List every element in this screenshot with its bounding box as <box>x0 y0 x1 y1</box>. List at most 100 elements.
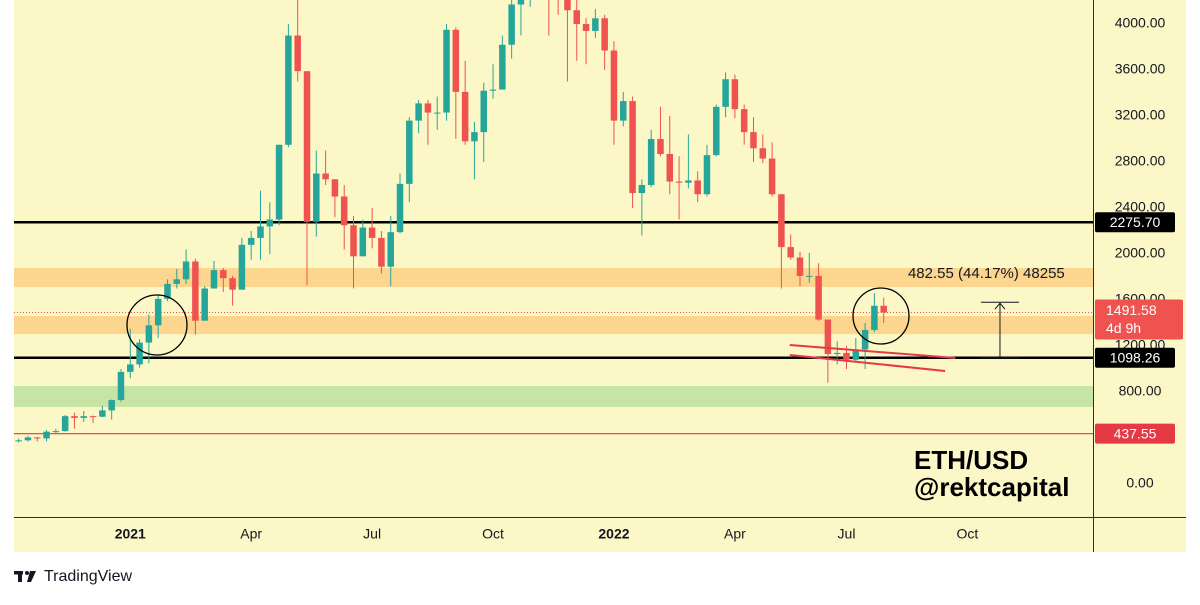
candle-body <box>154 298 162 326</box>
level-price-label: 2275.70 <box>1110 214 1161 230</box>
axes: 0.00800.001200.001600.002000.002400.0028… <box>115 15 1183 542</box>
candle-body <box>359 227 367 257</box>
x-tick-label: Jul <box>363 526 381 542</box>
candle-body <box>871 305 878 330</box>
plot-area: 482.55 (44.17%) 48255 <box>14 0 1093 443</box>
candle-body <box>108 400 115 411</box>
candle-body <box>210 270 218 289</box>
candle-body <box>461 91 469 142</box>
candle-body <box>52 431 60 433</box>
candle-body <box>71 416 78 418</box>
candle-body <box>294 35 301 72</box>
level-price-box <box>1095 212 1175 233</box>
candle-body <box>480 90 487 133</box>
candle-body <box>638 185 646 194</box>
candle-body <box>731 79 739 110</box>
candle-body <box>601 18 608 51</box>
level-price-box <box>1095 423 1175 444</box>
candle-body <box>499 44 506 90</box>
candle-body <box>647 139 655 186</box>
y-tick-label: 2000.00 <box>1115 245 1166 261</box>
candle-body <box>880 305 887 313</box>
candle-body <box>164 283 171 299</box>
candle-body <box>396 183 404 233</box>
candle-body <box>471 132 478 142</box>
x-tick-label: Oct <box>957 526 979 542</box>
x-tick-label: 2022 <box>598 526 629 542</box>
candle-body <box>43 431 50 439</box>
candle-body <box>694 180 701 195</box>
candle-body <box>815 275 822 320</box>
candle-body <box>508 4 515 45</box>
candle-body <box>266 219 274 227</box>
candle-body <box>303 71 311 222</box>
y-tick-label: 0.00 <box>1126 475 1153 491</box>
zone <box>14 315 1093 335</box>
candle-body <box>843 352 850 360</box>
candle-body <box>852 349 860 360</box>
tradingview-logo <box>14 571 36 582</box>
candle-body <box>722 79 729 107</box>
candle-body <box>713 106 720 156</box>
candle-body <box>220 270 227 279</box>
candle-body <box>759 148 767 159</box>
candle-body <box>703 155 711 195</box>
x-tick-label: Jul <box>838 526 856 542</box>
candle-body <box>340 196 348 226</box>
trendline <box>789 353 946 372</box>
x-tick-label: Apr <box>240 526 262 542</box>
candle-body <box>657 139 664 154</box>
zone <box>14 386 1093 407</box>
candle-body <box>833 352 841 355</box>
candle-body <box>127 364 134 372</box>
candle-body <box>136 342 143 365</box>
candle-body <box>740 109 748 133</box>
candle-body <box>787 247 794 258</box>
measure-arrowhead <box>994 302 1006 310</box>
candle-body <box>238 244 246 290</box>
current-price-label: 1491.58 <box>1106 302 1157 318</box>
candle-body <box>80 416 88 418</box>
candle-body <box>182 261 190 280</box>
candle-body <box>424 103 432 113</box>
candle-body <box>331 179 339 197</box>
x-tick-label: Apr <box>724 526 746 542</box>
y-tick-label: 800.00 <box>1119 383 1162 399</box>
candle-body <box>806 275 813 277</box>
y-tick-label: 2400.00 <box>1115 199 1166 215</box>
candle-body <box>796 257 804 276</box>
candle-body <box>573 10 581 25</box>
candle-body <box>443 29 450 113</box>
candle-body <box>24 437 32 441</box>
y-tick-label: 3600.00 <box>1115 61 1166 77</box>
y-tick-label: 4000.00 <box>1115 15 1166 31</box>
candle-body <box>433 112 441 114</box>
current-price-box <box>1095 299 1183 340</box>
watermark-text: ETH/USD <box>914 445 1028 475</box>
candle-body <box>778 194 785 248</box>
watermark-text: @rektcapital <box>914 472 1069 502</box>
candle-body <box>201 288 208 321</box>
candle-body <box>99 410 106 417</box>
candle-body <box>489 89 497 91</box>
candle-body <box>620 101 627 121</box>
level-price-label: 1098.26 <box>1110 349 1161 365</box>
candle-body <box>15 440 22 442</box>
candle-body <box>247 237 255 245</box>
candle-body <box>368 227 376 238</box>
countdown-label: 4d 9h <box>1106 320 1141 336</box>
candle-body <box>582 24 590 31</box>
candle-body <box>824 319 832 355</box>
candle-body <box>387 232 394 267</box>
candle-body <box>592 18 599 31</box>
candle-body <box>415 103 422 121</box>
candle-body <box>313 173 320 222</box>
candle-body <box>750 132 757 149</box>
candle-body <box>257 226 264 238</box>
candle-body <box>89 416 97 418</box>
candle-body <box>675 181 683 183</box>
candle-body <box>350 225 357 257</box>
candle-body <box>61 416 69 432</box>
candle-body <box>517 0 525 5</box>
